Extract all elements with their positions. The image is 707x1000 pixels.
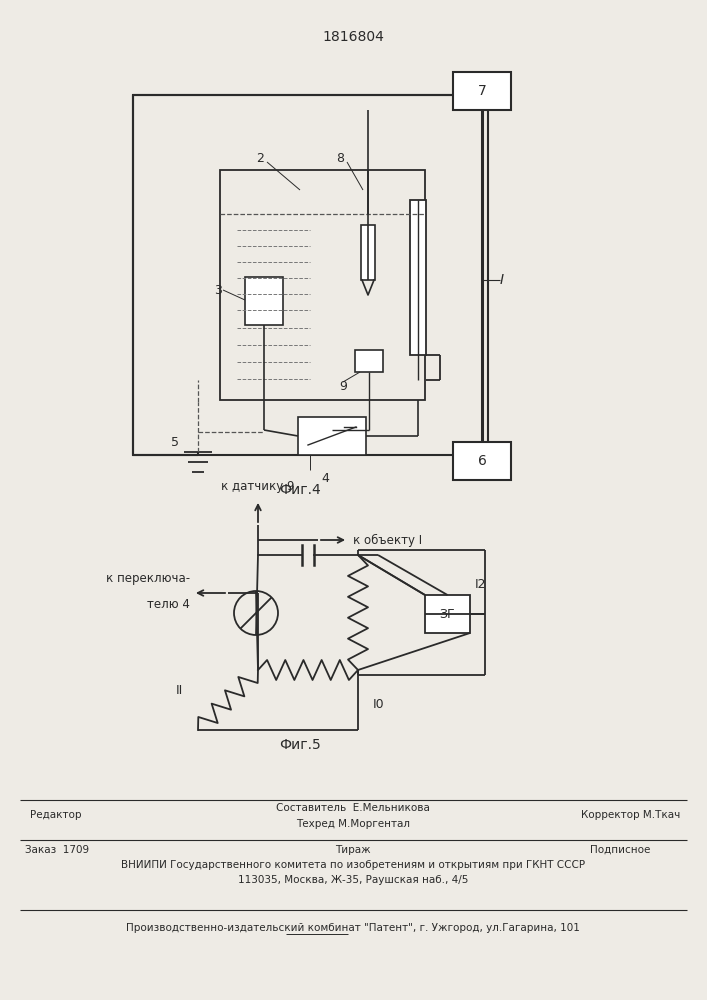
Text: 113035, Москва, Ж-35, Раушская наб., 4/5: 113035, Москва, Ж-35, Раушская наб., 4/5 xyxy=(238,875,468,885)
Bar xyxy=(410,200,426,355)
Text: 9: 9 xyxy=(339,380,347,393)
Text: I2: I2 xyxy=(475,578,486,591)
Text: 3: 3 xyxy=(214,284,222,296)
Text: 7: 7 xyxy=(478,84,486,98)
Text: к объекту I: к объекту I xyxy=(353,533,422,547)
Text: 1816804: 1816804 xyxy=(322,30,384,44)
Bar xyxy=(220,170,425,400)
Text: 8: 8 xyxy=(336,151,344,164)
Text: I: I xyxy=(500,273,504,287)
Bar xyxy=(425,595,470,633)
Text: Корректор М.Ткач: Корректор М.Ткач xyxy=(580,810,680,820)
Text: Заказ  1709: Заказ 1709 xyxy=(25,845,89,855)
Text: ЗГ: ЗГ xyxy=(440,607,455,620)
Bar xyxy=(361,225,375,280)
Text: Техред М.Моргентал: Техред М.Моргентал xyxy=(296,819,410,829)
Text: Фиг.5: Фиг.5 xyxy=(279,738,321,752)
Text: 5: 5 xyxy=(171,436,179,448)
Text: к датчику 9: к датчику 9 xyxy=(221,480,295,493)
Bar xyxy=(245,277,283,325)
Bar xyxy=(133,95,488,455)
Text: Производственно-издательский комбинат "Патент", г. Ужгород, ул.Гагарина, 101: Производственно-издательский комбинат "П… xyxy=(126,923,580,933)
Text: Составитель  Е.Мельникова: Составитель Е.Мельникова xyxy=(276,803,430,813)
Bar xyxy=(355,350,383,372)
Text: Подписное: Подписное xyxy=(590,845,650,855)
Bar xyxy=(298,417,366,455)
Text: ВНИИПИ Государственного комитета по изобретениям и открытиям при ГКНТ СССР: ВНИИПИ Государственного комитета по изоб… xyxy=(121,860,585,870)
Text: 4: 4 xyxy=(321,472,329,485)
Text: 6: 6 xyxy=(477,454,486,468)
Text: к переключа-: к переключа- xyxy=(106,572,190,585)
Text: I0: I0 xyxy=(373,698,385,712)
Text: Фиг.4: Фиг.4 xyxy=(279,483,321,497)
Text: Редактор: Редактор xyxy=(30,810,81,820)
Text: II: II xyxy=(176,684,183,696)
Text: телю 4: телю 4 xyxy=(147,598,190,611)
Text: 2: 2 xyxy=(256,151,264,164)
Bar xyxy=(453,72,511,110)
Bar xyxy=(453,442,511,480)
Text: Тираж: Тираж xyxy=(335,845,370,855)
